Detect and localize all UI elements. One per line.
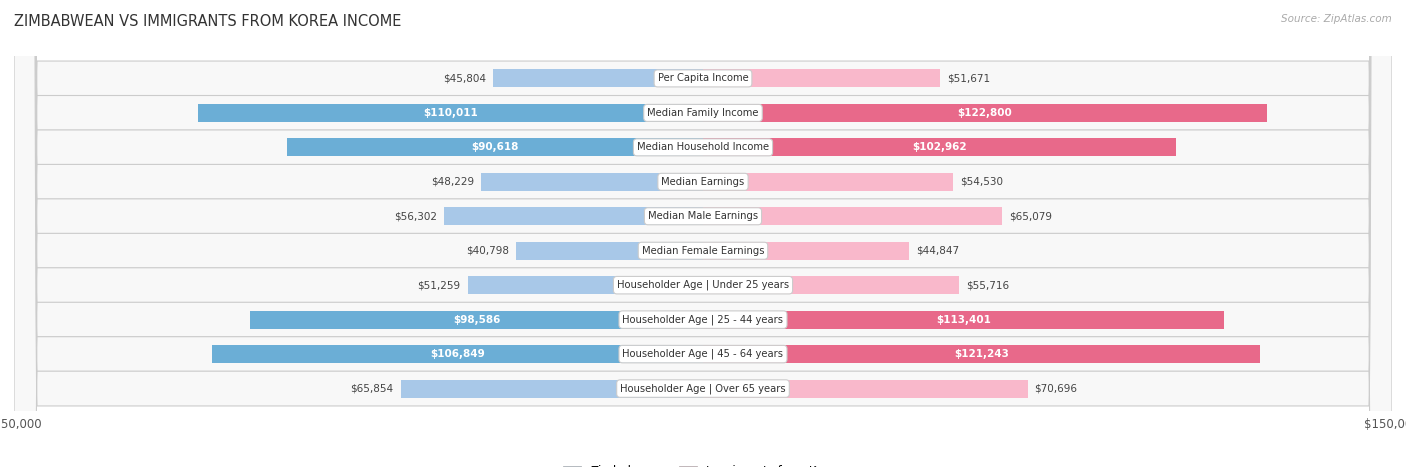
Bar: [444, 207, 703, 225]
Text: $48,229: $48,229: [432, 177, 475, 187]
Text: $54,530: $54,530: [960, 177, 1004, 187]
Bar: [492, 70, 703, 87]
Bar: [401, 380, 703, 397]
Text: $44,847: $44,847: [915, 246, 959, 256]
Text: $122,800: $122,800: [957, 108, 1012, 118]
Bar: [703, 345, 1260, 363]
FancyBboxPatch shape: [14, 0, 1392, 467]
Bar: [703, 276, 959, 294]
Text: Median Earnings: Median Earnings: [661, 177, 745, 187]
Bar: [703, 138, 1175, 156]
Text: $40,798: $40,798: [465, 246, 509, 256]
FancyBboxPatch shape: [14, 0, 1392, 467]
Text: $65,854: $65,854: [350, 383, 394, 394]
Bar: [703, 207, 1002, 225]
Text: Householder Age | 45 - 64 years: Householder Age | 45 - 64 years: [623, 349, 783, 359]
Bar: [287, 138, 703, 156]
Text: $110,011: $110,011: [423, 108, 478, 118]
FancyBboxPatch shape: [14, 0, 1392, 467]
Text: Householder Age | Under 25 years: Householder Age | Under 25 years: [617, 280, 789, 290]
FancyBboxPatch shape: [14, 0, 1392, 467]
Text: $45,804: $45,804: [443, 73, 485, 84]
Bar: [703, 70, 941, 87]
Bar: [481, 173, 703, 191]
Bar: [250, 311, 703, 329]
Bar: [703, 311, 1223, 329]
Text: Median Male Earnings: Median Male Earnings: [648, 211, 758, 221]
FancyBboxPatch shape: [14, 0, 1392, 467]
Bar: [703, 380, 1028, 397]
Bar: [703, 173, 953, 191]
Bar: [468, 276, 703, 294]
FancyBboxPatch shape: [14, 0, 1392, 467]
Text: Median Household Income: Median Household Income: [637, 142, 769, 152]
Bar: [198, 104, 703, 122]
FancyBboxPatch shape: [14, 0, 1392, 467]
FancyBboxPatch shape: [14, 0, 1392, 467]
Text: Householder Age | 25 - 44 years: Householder Age | 25 - 44 years: [623, 314, 783, 325]
Text: $65,079: $65,079: [1008, 211, 1052, 221]
Text: $70,696: $70,696: [1035, 383, 1077, 394]
Text: Median Family Income: Median Family Income: [647, 108, 759, 118]
Text: ZIMBABWEAN VS IMMIGRANTS FROM KOREA INCOME: ZIMBABWEAN VS IMMIGRANTS FROM KOREA INCO…: [14, 14, 402, 29]
FancyBboxPatch shape: [14, 0, 1392, 467]
Text: $51,259: $51,259: [418, 280, 461, 290]
Bar: [703, 242, 910, 260]
Text: Source: ZipAtlas.com: Source: ZipAtlas.com: [1281, 14, 1392, 24]
Text: $121,243: $121,243: [955, 349, 1010, 359]
Text: $102,962: $102,962: [912, 142, 967, 152]
Bar: [516, 242, 703, 260]
Bar: [703, 104, 1267, 122]
Text: $98,586: $98,586: [453, 315, 501, 325]
Text: $56,302: $56,302: [395, 211, 437, 221]
Text: $55,716: $55,716: [966, 280, 1010, 290]
Text: $51,671: $51,671: [948, 73, 990, 84]
Bar: [212, 345, 703, 363]
FancyBboxPatch shape: [14, 0, 1392, 467]
Legend: Zimbabwean, Immigrants from Korea: Zimbabwean, Immigrants from Korea: [558, 460, 848, 467]
Text: Per Capita Income: Per Capita Income: [658, 73, 748, 84]
Text: Householder Age | Over 65 years: Householder Age | Over 65 years: [620, 383, 786, 394]
Text: $106,849: $106,849: [430, 349, 485, 359]
Text: $113,401: $113,401: [936, 315, 991, 325]
Text: Median Female Earnings: Median Female Earnings: [641, 246, 765, 256]
Text: $90,618: $90,618: [471, 142, 519, 152]
